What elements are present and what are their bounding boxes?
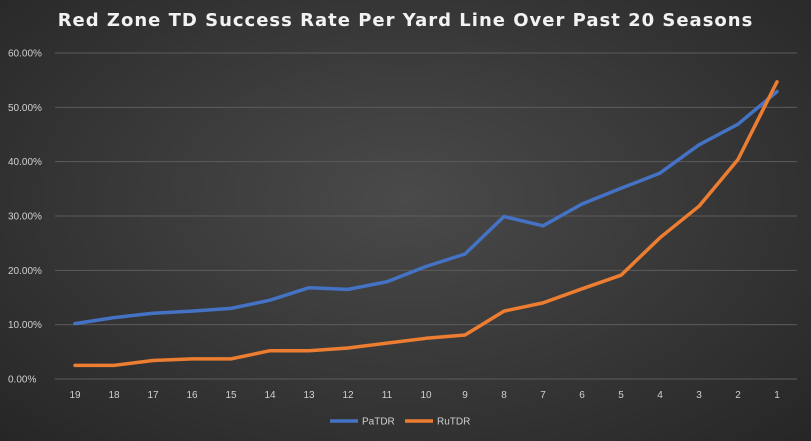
- x-tick-label: 7: [540, 390, 546, 401]
- y-tick-label: 10.00%: [8, 320, 42, 331]
- chart-title: Red Zone TD Success Rate Per Yard Line O…: [57, 10, 754, 31]
- legend-item-rutdr: RuTDR: [405, 417, 470, 428]
- y-tick-label: 0.00%: [8, 375, 36, 386]
- y-axis-ticks: 0.00% 10.00% 20.00% 30.00% 40.00% 50.00% 60.00…: [8, 49, 42, 386]
- y-tick-label: 30.00%: [8, 212, 42, 223]
- x-tick-label: 2: [735, 390, 741, 401]
- x-tick-label: 18: [108, 390, 120, 401]
- x-tick-label: 17: [147, 390, 159, 401]
- x-tick-label: 15: [225, 390, 237, 401]
- series-line-rutdr: [73, 80, 779, 368]
- x-tick-label: 8: [501, 390, 507, 401]
- gridlines: [55, 52, 797, 380]
- legend-item-patdr: PaTDR: [330, 417, 395, 428]
- x-tick-label: 3: [696, 390, 702, 401]
- y-tick-label: 40.00%: [8, 157, 42, 168]
- x-tick-label: 13: [303, 390, 315, 401]
- x-tick-label: 11: [382, 390, 393, 401]
- x-tick-label: 19: [69, 390, 81, 401]
- y-tick-label: 60.00%: [8, 49, 42, 60]
- legend-label: PaTDR: [362, 417, 395, 428]
- x-tick-label: 4: [657, 390, 663, 401]
- x-tick-label: 6: [579, 390, 585, 401]
- y-tick-label: 50.00%: [8, 103, 42, 114]
- x-tick-label: 14: [264, 390, 276, 401]
- x-axis-ticks: 19 18 17 16 15 14 13 12 11 10 9 8 7 6 5 4 3 2 1: [69, 390, 780, 401]
- x-tick-label: 5: [618, 390, 624, 401]
- series-line-patdr: [73, 89, 779, 326]
- y-tick-label: 20.00%: [8, 266, 42, 277]
- x-tick-label: 12: [342, 390, 354, 401]
- x-tick-label: 10: [420, 390, 432, 401]
- x-tick-label: 9: [462, 390, 468, 401]
- series-lines: [73, 80, 779, 368]
- legend-label: RuTDR: [437, 417, 470, 428]
- x-tick-label: 16: [186, 390, 198, 401]
- x-tick-label: 1: [774, 390, 780, 401]
- legend: PaTDR RuTDR: [330, 417, 470, 428]
